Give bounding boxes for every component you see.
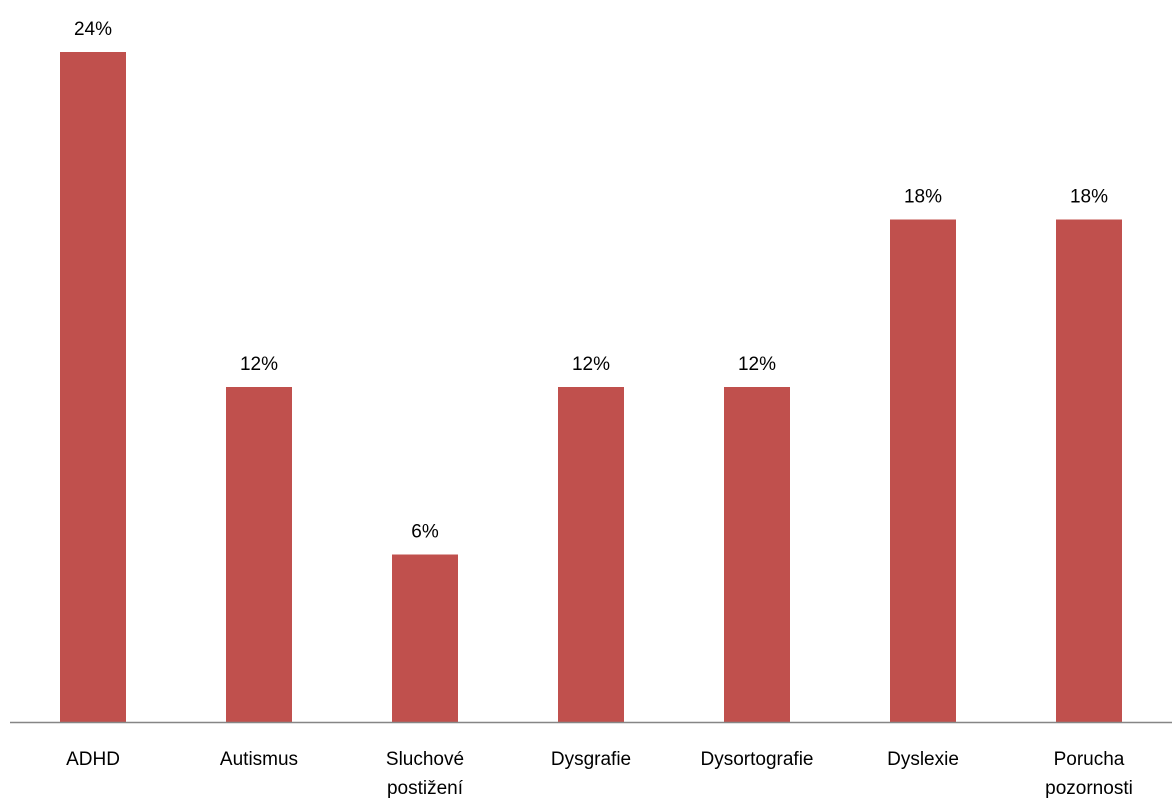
x-tick-label-line: Autismus — [220, 749, 298, 770]
x-tick-label-line: postižení — [387, 778, 464, 799]
x-tick-label: Autismus — [220, 749, 298, 770]
bar — [60, 52, 126, 722]
x-tick-label-line: Dyslexie — [887, 749, 959, 770]
bar — [226, 387, 292, 722]
data-label: 12% — [240, 354, 278, 375]
bar — [392, 554, 458, 722]
x-tick-label-line: ADHD — [66, 749, 120, 770]
x-tick-label: Dysortografie — [701, 749, 814, 770]
bar — [890, 219, 956, 722]
data-label: 6% — [411, 522, 439, 543]
x-tick-label-line: Sluchové — [386, 749, 464, 770]
x-tick-label-line: Porucha — [1054, 749, 1125, 770]
data-label: 12% — [572, 354, 610, 375]
bar — [1056, 219, 1122, 722]
data-label: 12% — [738, 354, 776, 375]
bar — [558, 387, 624, 722]
x-tick-label-line: Dysortografie — [701, 749, 814, 770]
data-label: 18% — [904, 187, 942, 208]
x-tick-label: Sluchové postižení — [386, 749, 464, 799]
x-tick-label: Dyslexie — [887, 749, 959, 770]
data-labels-group: 24% 12% 6% 12% 12% 18% 18% — [74, 19, 1108, 543]
data-label: 24% — [74, 19, 112, 40]
x-tick-label-line: Dysgrafie — [551, 749, 631, 770]
x-tick-label: ADHD — [66, 749, 120, 770]
bars-group — [60, 52, 1122, 722]
x-tick-label: Porucha pozornosti — [1045, 749, 1133, 799]
bar — [724, 387, 790, 722]
data-label: 18% — [1070, 187, 1108, 208]
x-tick-label-line: pozornosti — [1045, 778, 1133, 799]
x-tick-label: Dysgrafie — [551, 749, 631, 770]
x-tick-labels-group: ADHD Autismus Sluchové postižení Dysgrafie Dy… — [66, 749, 1133, 799]
